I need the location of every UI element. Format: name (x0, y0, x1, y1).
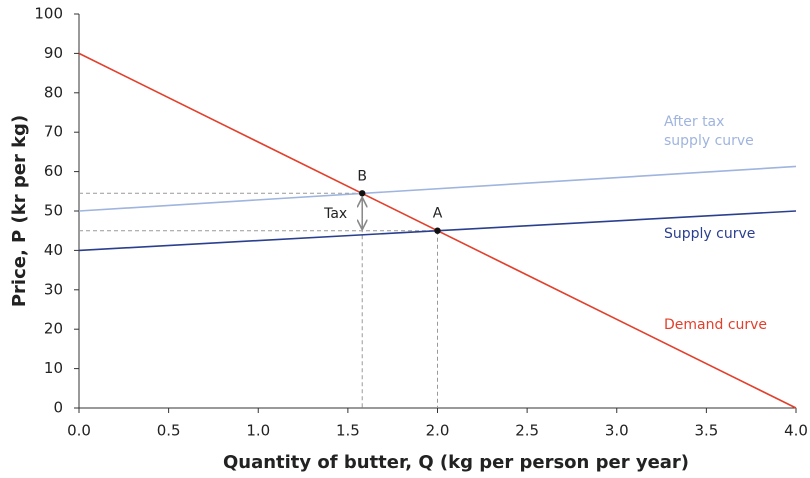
y-tick-label: 30 (44, 280, 63, 298)
y-tick-label: 10 (44, 359, 63, 377)
x-tick-label: 0.0 (67, 422, 91, 440)
y-tick-label: 20 (44, 320, 63, 338)
y-tick-label: 50 (44, 202, 63, 220)
series-label: After tax supply curve (664, 114, 754, 149)
point (434, 227, 441, 234)
x-tick-label: 2.5 (515, 422, 539, 440)
x-tick-label: 1.5 (336, 422, 360, 440)
y-tick-label: 80 (44, 83, 63, 101)
x-axis-title: Quantity of butter, Q (kg per person per… (223, 452, 689, 473)
point (359, 190, 366, 197)
y-tick-label: 0 (53, 399, 63, 417)
y-tick-label: 60 (44, 162, 63, 180)
x-tick-label: 0.5 (157, 422, 181, 440)
tax-label: Tax (323, 206, 347, 222)
x-tick-label: 3.5 (694, 422, 718, 440)
point-label: B (357, 168, 367, 184)
x-tick-label: 2.0 (426, 422, 450, 440)
x-tick-label: 4.0 (784, 422, 808, 440)
x-tick-label: 1.0 (246, 422, 270, 440)
y-tick-label: 100 (34, 5, 63, 23)
series-label: Demand curve (664, 317, 768, 333)
y-tick-label: 40 (44, 241, 63, 259)
x-tick-label: 3.0 (605, 422, 629, 440)
y-tick-label: 90 (44, 44, 63, 62)
point-label: A (433, 206, 443, 222)
series-line (78, 165, 797, 212)
series-label: Supply curve (664, 226, 756, 242)
y-axis-title: Price, P (kr per kg) (9, 115, 30, 307)
y-tick-label: 70 (44, 123, 63, 141)
